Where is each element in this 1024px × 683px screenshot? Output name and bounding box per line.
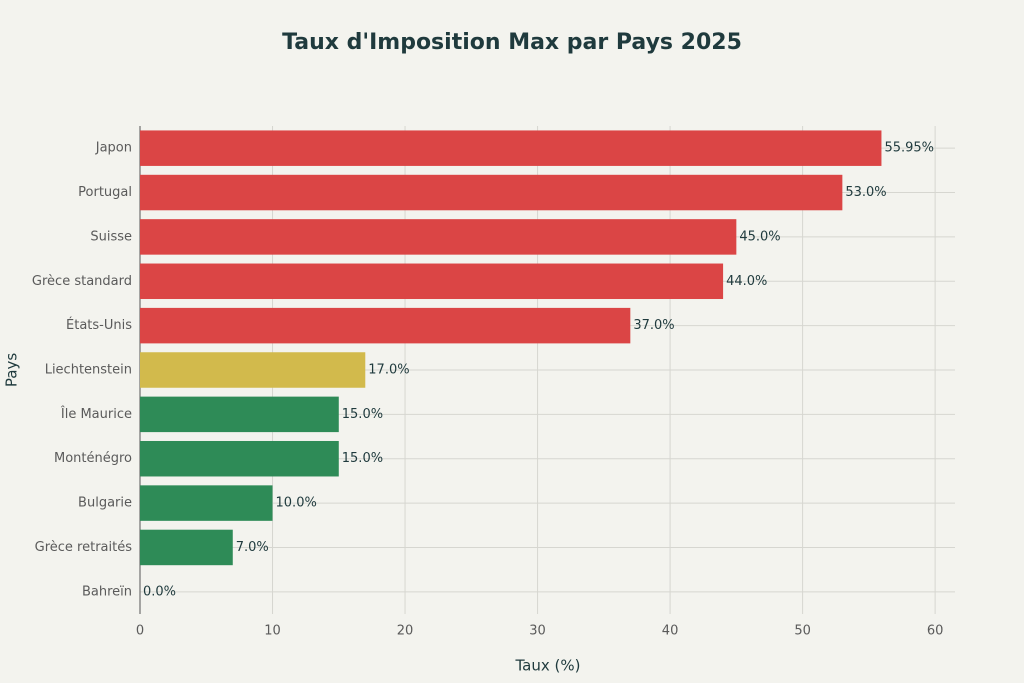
y-tick-label: Japon	[95, 141, 132, 156]
value-label: 44.0%	[726, 274, 767, 289]
bar	[140, 485, 273, 521]
y-tick-label: Liechtenstein	[45, 363, 132, 378]
x-tick-label: 60	[927, 624, 944, 639]
value-label: 10.0%	[276, 496, 317, 511]
x-tick-label: 50	[794, 624, 811, 639]
value-label: 55.95%	[884, 141, 934, 156]
bar	[140, 219, 737, 255]
y-tick-label: Bahreïn	[82, 584, 132, 599]
x-tick-label: 30	[529, 624, 546, 639]
value-label: 53.0%	[845, 185, 886, 200]
bar	[140, 263, 724, 300]
y-tick-label: Grèce retraités	[35, 540, 133, 555]
y-tick-label: Grèce standard	[32, 274, 132, 289]
value-label: 7.0%	[236, 540, 269, 555]
chart-title: Taux d'Imposition Max par Pays 2025	[282, 30, 742, 55]
bar	[140, 529, 233, 566]
bar	[140, 440, 339, 477]
bar	[140, 174, 843, 211]
y-tick-label: Portugal	[78, 185, 132, 200]
value-label: 0.0%	[143, 584, 176, 599]
bar	[140, 307, 631, 344]
x-axis-title: Taux (%)	[515, 657, 581, 675]
y-tick-label: Île Maurice	[60, 406, 132, 422]
value-label: 37.0%	[633, 318, 674, 333]
bar	[140, 396, 339, 433]
y-tick-label: Suisse	[90, 229, 132, 244]
value-label: 45.0%	[739, 229, 780, 244]
x-tick-label: 40	[662, 624, 679, 639]
x-tick-label: 0	[136, 624, 144, 639]
y-tick-label: États-Unis	[66, 317, 132, 333]
value-label: 15.0%	[342, 407, 383, 422]
x-tick-label: 20	[397, 624, 414, 639]
bar	[140, 352, 366, 388]
y-tick-label: Monténégro	[54, 451, 132, 466]
value-label: 17.0%	[368, 363, 409, 378]
x-tick-label: 10	[264, 624, 281, 639]
bar	[140, 130, 882, 166]
value-label: 15.0%	[342, 451, 383, 466]
y-tick-label: Bulgarie	[78, 496, 132, 511]
y-axis-title: Pays	[3, 353, 21, 387]
